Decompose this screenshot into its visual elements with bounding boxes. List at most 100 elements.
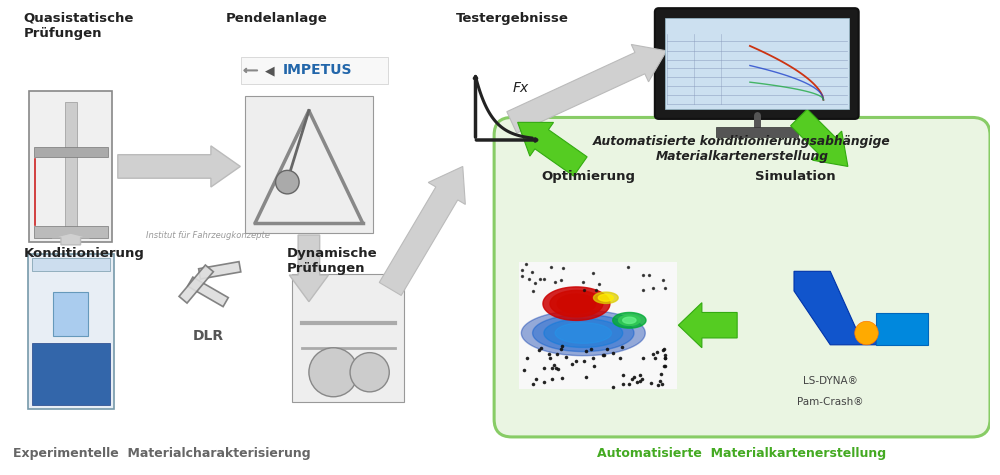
Point [531, 346, 547, 354]
Point [635, 286, 651, 294]
Point [629, 379, 645, 386]
Point [596, 351, 612, 359]
Point [655, 346, 671, 354]
Polygon shape [876, 314, 928, 345]
Point [588, 286, 604, 294]
Point [585, 269, 601, 277]
Point [550, 365, 566, 372]
Polygon shape [544, 319, 623, 347]
Point [546, 361, 562, 369]
Point [657, 354, 673, 362]
FancyBboxPatch shape [29, 91, 112, 242]
Point [519, 354, 535, 361]
Text: ◀: ◀ [265, 64, 274, 77]
Polygon shape [199, 262, 241, 279]
Point [549, 351, 565, 358]
Polygon shape [118, 146, 240, 187]
Text: Simulation: Simulation [755, 171, 835, 183]
Polygon shape [533, 314, 634, 352]
Point [657, 362, 673, 370]
Polygon shape [794, 271, 876, 345]
Point [650, 381, 666, 389]
Point [558, 353, 574, 361]
Point [656, 346, 672, 353]
Point [649, 349, 665, 356]
Point [516, 366, 532, 374]
Circle shape [276, 171, 299, 194]
Text: Automatisierte konditionierungsabhängige
Materialkartenerstellung: Automatisierte konditionierungsabhängige… [593, 135, 891, 163]
Point [548, 364, 564, 371]
Point [657, 285, 673, 292]
Point [656, 362, 672, 370]
FancyBboxPatch shape [65, 102, 77, 231]
Polygon shape [791, 109, 848, 166]
Point [521, 275, 537, 283]
Polygon shape [507, 45, 667, 133]
Point [514, 266, 530, 274]
Point [536, 364, 552, 371]
Polygon shape [563, 297, 590, 310]
Text: Testergebnisse: Testergebnisse [456, 11, 569, 25]
Polygon shape [518, 123, 587, 176]
Point [657, 352, 673, 359]
Circle shape [855, 321, 878, 345]
Text: IMPETUS: IMPETUS [282, 63, 352, 77]
Polygon shape [598, 294, 613, 301]
Point [621, 380, 637, 388]
Point [543, 263, 559, 271]
FancyBboxPatch shape [53, 292, 88, 336]
Polygon shape [179, 265, 213, 303]
FancyBboxPatch shape [32, 257, 110, 271]
Point [533, 344, 549, 352]
Text: Fx: Fx [513, 81, 529, 95]
Point [553, 345, 569, 353]
Point [657, 354, 673, 362]
Polygon shape [379, 166, 465, 295]
Point [653, 370, 669, 378]
Point [635, 271, 651, 279]
Point [654, 380, 670, 388]
FancyBboxPatch shape [665, 18, 849, 109]
Point [564, 361, 580, 368]
Point [525, 380, 541, 387]
FancyBboxPatch shape [34, 226, 108, 238]
Point [583, 346, 599, 353]
Text: Institut für Fahrzeugkonzepte: Institut für Fahrzeugkonzepte [146, 230, 270, 239]
Polygon shape [555, 323, 611, 343]
Point [527, 279, 543, 286]
Polygon shape [521, 311, 645, 356]
FancyBboxPatch shape [519, 262, 677, 389]
Text: Pendelanlage: Pendelanlage [226, 11, 327, 25]
Point [595, 352, 611, 359]
Point [655, 276, 671, 284]
Point [626, 373, 642, 380]
Point [624, 375, 640, 383]
Point [553, 276, 569, 284]
Polygon shape [613, 313, 646, 328]
Point [645, 350, 661, 358]
Point [615, 371, 631, 379]
Point [518, 260, 534, 267]
Point [554, 342, 570, 350]
Point [542, 354, 558, 362]
Point [536, 378, 552, 386]
FancyBboxPatch shape [241, 57, 388, 84]
Text: Experimentelle  Materialcharakterisierung: Experimentelle Materialcharakterisierung [13, 447, 311, 460]
Point [614, 343, 630, 351]
Point [647, 354, 663, 361]
Point [554, 374, 570, 382]
Polygon shape [619, 315, 640, 325]
Text: LS-DYNA®: LS-DYNA® [803, 376, 858, 386]
Polygon shape [550, 290, 603, 317]
Point [576, 286, 592, 294]
Point [643, 379, 659, 387]
Point [585, 354, 601, 361]
Text: Quasistatische
Prüfungen: Quasistatische Prüfungen [24, 11, 134, 39]
FancyBboxPatch shape [32, 342, 110, 405]
Point [555, 264, 571, 272]
Polygon shape [52, 233, 89, 245]
FancyBboxPatch shape [292, 274, 404, 402]
Point [586, 363, 602, 371]
Point [599, 345, 615, 352]
Text: Dynamische
Prüfungen: Dynamische Prüfungen [286, 247, 377, 275]
